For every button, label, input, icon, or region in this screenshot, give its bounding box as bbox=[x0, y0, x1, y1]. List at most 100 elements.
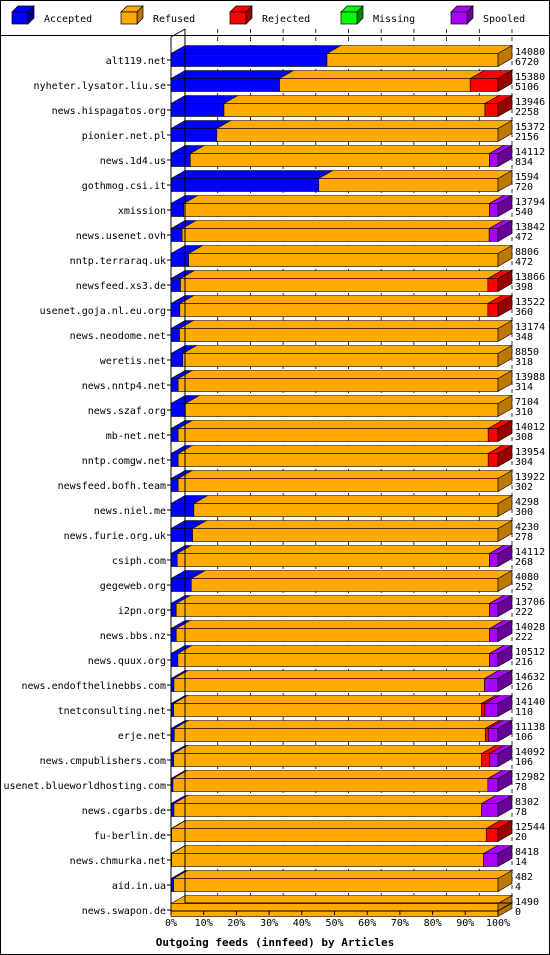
total-label: 13174 bbox=[515, 322, 545, 333]
row-label: gothmog.csi.it bbox=[82, 181, 166, 192]
bar-segment-side bbox=[497, 119, 513, 143]
row-label: pionier.net.pl bbox=[82, 131, 166, 142]
total-label: 13866 bbox=[515, 272, 545, 283]
bar-segment bbox=[489, 653, 499, 667]
bar-segment bbox=[175, 603, 490, 617]
row-label: news.hispagatos.org bbox=[52, 106, 166, 117]
bar-segment bbox=[487, 453, 499, 467]
bar-segment-top bbox=[169, 895, 514, 904]
back-wall-top bbox=[170, 28, 186, 38]
bar-segment bbox=[170, 228, 183, 242]
bar-segment-top bbox=[169, 170, 334, 179]
total-label: 13706 bbox=[515, 597, 545, 608]
legend-label: Rejected bbox=[262, 14, 310, 25]
bar-segment bbox=[177, 478, 499, 492]
total-label: 4080 bbox=[515, 572, 539, 583]
row-label: newsfeed.xs3.de bbox=[76, 281, 166, 292]
total-label: 14112 bbox=[515, 147, 545, 158]
total-label: 15380 bbox=[515, 72, 545, 83]
accepted-label: 834 bbox=[515, 157, 533, 168]
row-label: news.1d4.us bbox=[100, 156, 166, 167]
row-label: news.quux.org bbox=[88, 656, 166, 667]
bar-segment bbox=[484, 703, 499, 717]
row-label: news.cmpublishers.com bbox=[40, 756, 166, 767]
bar-segment bbox=[170, 503, 195, 517]
total-label: 1490 bbox=[515, 897, 539, 908]
bar-segment bbox=[170, 78, 280, 92]
bar-segment-side bbox=[497, 844, 513, 868]
x-tick-label: 50% bbox=[325, 918, 343, 929]
bar-segment bbox=[170, 528, 193, 542]
accepted-label: 314 bbox=[515, 382, 533, 393]
row-label: tnetconsulting.net bbox=[58, 706, 166, 717]
bar-segment-top bbox=[317, 170, 514, 179]
bar-segment bbox=[177, 453, 489, 467]
total-label: 12544 bbox=[515, 822, 545, 833]
bar-segment-side bbox=[497, 469, 513, 493]
bar-segment-side bbox=[497, 669, 513, 693]
x-tick-label: 0% bbox=[165, 918, 177, 929]
legend-swatch bbox=[450, 11, 468, 25]
bar-segment bbox=[173, 753, 482, 767]
total-label: 13522 bbox=[515, 297, 545, 308]
bar-segment bbox=[170, 278, 181, 292]
bar-segment bbox=[489, 628, 499, 642]
bar-segment-side bbox=[497, 244, 513, 268]
total-label: 14012 bbox=[515, 422, 545, 433]
bar-segment-side bbox=[497, 519, 513, 543]
bar-segment bbox=[170, 403, 186, 417]
bar-segment bbox=[487, 303, 499, 317]
legend-swatch bbox=[11, 11, 29, 25]
bar-segment bbox=[176, 553, 490, 567]
x-tick-label: 60% bbox=[358, 918, 376, 929]
bar-segment-side bbox=[497, 444, 513, 468]
bar-segment-side bbox=[497, 544, 513, 568]
bar-segment bbox=[488, 728, 499, 742]
bar-segment-top bbox=[172, 745, 497, 754]
total-label: 14028 bbox=[515, 622, 545, 633]
row-label: news.neodome.net bbox=[70, 331, 166, 342]
bar-segment bbox=[279, 78, 471, 92]
bar-segment bbox=[170, 578, 192, 592]
bar-segment bbox=[170, 378, 179, 392]
accepted-label: 4 bbox=[515, 882, 521, 893]
bar-segment bbox=[469, 78, 499, 92]
legend-swatch bbox=[229, 11, 247, 25]
bar-segment bbox=[175, 628, 490, 642]
row-label: i2pn.org bbox=[118, 606, 166, 617]
bar-segment-top bbox=[172, 870, 514, 879]
row-label: usenet.goja.nl.eu.org bbox=[40, 306, 166, 317]
bar-segment-side bbox=[497, 394, 513, 418]
accepted-label: 6720 bbox=[515, 57, 539, 68]
row-label: news.szaf.org bbox=[88, 406, 166, 417]
bar-segment bbox=[489, 753, 499, 767]
accepted-label: 222 bbox=[515, 632, 533, 643]
bar-segment bbox=[180, 278, 489, 292]
total-label: 13988 bbox=[515, 372, 545, 383]
accepted-label: 348 bbox=[515, 332, 533, 343]
accepted-label: 540 bbox=[515, 207, 533, 218]
total-label: 4298 bbox=[515, 497, 539, 508]
bar-segment bbox=[216, 128, 499, 142]
total-label: 13842 bbox=[515, 222, 545, 233]
bar-segment-top bbox=[175, 595, 505, 604]
legend-label: Spooled bbox=[483, 14, 525, 25]
accepted-label: 308 bbox=[515, 432, 533, 443]
bar-segment bbox=[177, 653, 490, 667]
row-label: csiph.com bbox=[112, 556, 166, 567]
legend-swatch bbox=[120, 11, 138, 25]
row-label: news.swapon.de bbox=[82, 906, 166, 917]
total-label: 14080 bbox=[515, 47, 545, 58]
bar-segment-top bbox=[191, 520, 514, 529]
bar-segment bbox=[326, 53, 499, 67]
bar-segment bbox=[489, 153, 499, 167]
accepted-label: 2258 bbox=[515, 107, 539, 118]
bar-segment-top bbox=[190, 570, 514, 579]
bar-segment-top bbox=[178, 320, 514, 329]
bar-segment-side bbox=[497, 644, 513, 668]
total-label: 482 bbox=[515, 872, 533, 883]
bar-segment-top bbox=[169, 70, 295, 79]
floor-right-edge bbox=[497, 902, 513, 912]
accepted-label: 20 bbox=[515, 832, 527, 843]
